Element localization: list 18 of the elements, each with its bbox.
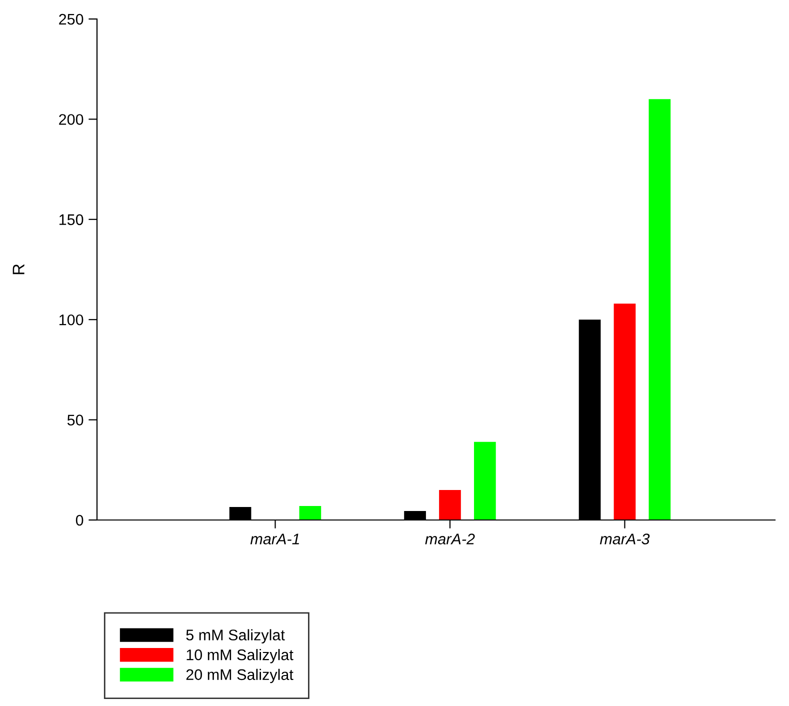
x-tick-label: marA-3 (600, 534, 650, 544)
y-tick-label: 100 (59, 314, 84, 326)
legend-label: 10 mM Salizylat (186, 649, 294, 664)
y-tick-label: 150 (59, 214, 84, 226)
y-axis-title: R (12, 264, 24, 274)
bar (614, 304, 636, 520)
legend-label: 5 mM Salizylat (186, 629, 285, 644)
x-tick-label: marA-2 (425, 534, 475, 544)
bar (299, 506, 322, 520)
bar (648, 99, 671, 520)
bar (474, 442, 496, 520)
y-tick-label: 200 (59, 114, 84, 125)
legend-label: 20 mM Salizylat (186, 668, 294, 684)
bar (439, 490, 461, 520)
y-tick-label: 250 (59, 14, 84, 25)
y-tick-label: 0 (76, 514, 84, 526)
y-tick-label: 50 (67, 414, 84, 426)
x-tick-label: marA-1 (250, 534, 299, 544)
